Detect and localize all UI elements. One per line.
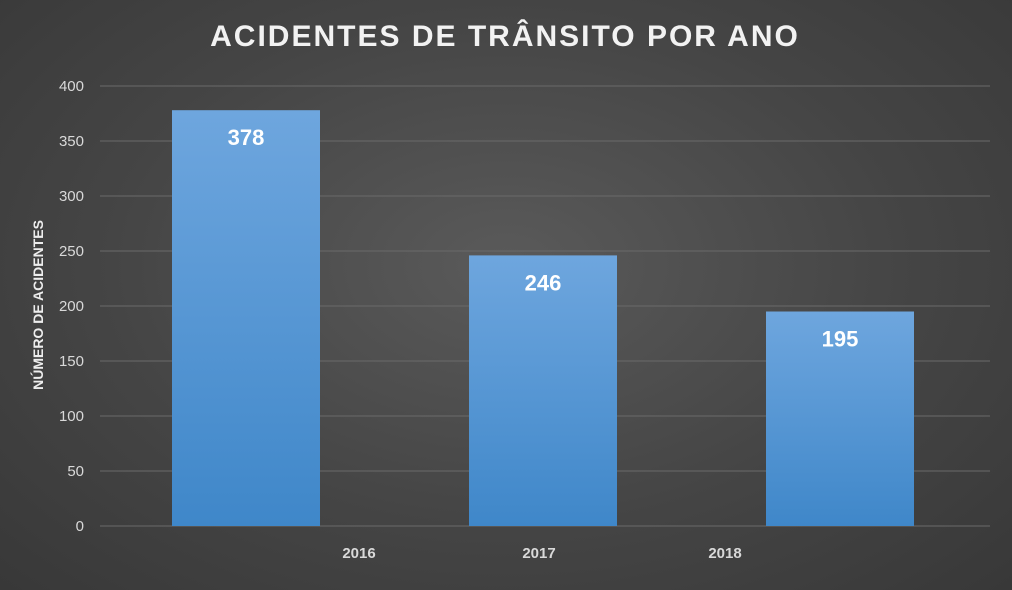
y-tick-label: 300 xyxy=(59,188,84,205)
bar-2017 xyxy=(469,255,617,526)
data-label-2017: 246 xyxy=(525,270,562,295)
y-tick-label: 0 xyxy=(76,518,84,535)
bars xyxy=(172,110,914,526)
y-tick-label: 200 xyxy=(59,298,84,315)
bar-2016 xyxy=(172,110,320,526)
y-tick-label: 350 xyxy=(59,133,84,150)
x-axis-ticks: 2016 2017 2018 xyxy=(342,545,741,562)
data-labels: 378 246 195 xyxy=(228,125,859,351)
y-tick-label: 250 xyxy=(59,243,84,260)
y-tick-label: 50 xyxy=(67,463,84,480)
y-axis-label: NÚMERO DE ACIDENTES xyxy=(29,220,46,390)
x-tick-label: 2017 xyxy=(522,545,555,562)
y-tick-label: 400 xyxy=(59,78,84,95)
y-tick-label: 100 xyxy=(59,408,84,425)
data-label-2016: 378 xyxy=(228,125,265,150)
data-label-2018: 195 xyxy=(822,327,859,352)
y-axis-ticks: 0 50 100 150 200 250 300 350 400 xyxy=(59,78,84,535)
x-tick-label: 2018 xyxy=(708,545,741,562)
y-tick-label: 150 xyxy=(59,353,84,370)
bar-2018 xyxy=(766,311,914,526)
chart-title: ACIDENTES DE TRÂNSITO POR ANO xyxy=(210,19,800,53)
x-tick-label: 2016 xyxy=(342,545,375,562)
